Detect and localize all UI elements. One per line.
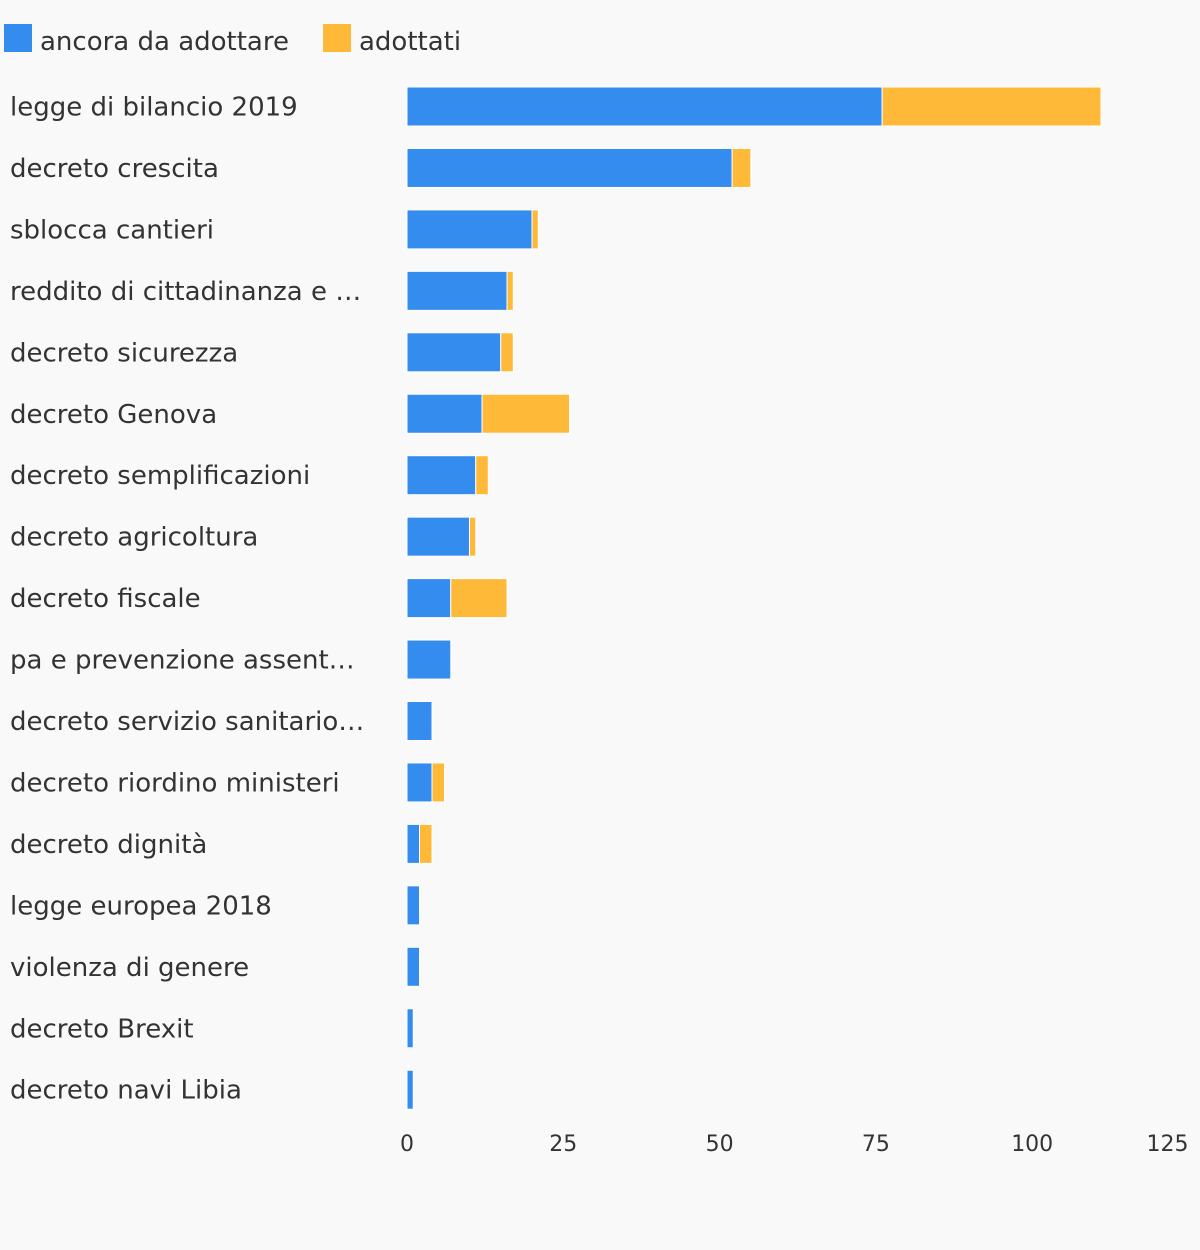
bar-adottati-decreto-riordino-ministeri[interactable] (431, 762, 446, 803)
bar-adottati-decreto-crescita[interactable] (731, 147, 752, 188)
bar-adottati-decreto-fiscale[interactable] (450, 578, 508, 619)
bar-adottati-legge-di-bilancio-2019[interactable] (881, 86, 1102, 127)
legend-swatch-ancora-da-adottare[interactable] (4, 24, 32, 52)
bar-ancora-da-adottare-decreto-agricoltura[interactable] (406, 516, 471, 557)
x-tick-label-25: 25 (549, 1132, 577, 1157)
bar-ancora-da-adottare-sblocca-cantieri[interactable] (406, 209, 533, 250)
category-label-decreto-servizio-sanitario: decreto servizio sanitario… (10, 707, 364, 737)
y-axis-category-labels: legge di bilancio 2019 decreto crescita sb… (10, 93, 364, 1106)
category-label-legge-europea-2018: legge europea 2018 (10, 891, 272, 921)
bar-adottati-sblocca-cantieri[interactable] (531, 209, 539, 250)
x-tick-label-50: 50 (706, 1132, 734, 1157)
category-label-decreto-navi-libia: decreto navi Libia (10, 1076, 242, 1106)
category-label-decreto-brexit: decreto Brexit (10, 1014, 194, 1044)
legend: ancora da adottare adottati (4, 24, 461, 57)
bar-ancora-da-adottare-pa-e-prevenzione-assent[interactable] (406, 639, 452, 680)
category-label-sblocca-cantieri: sblocca cantieri (10, 215, 214, 245)
bar-adottati-decreto-agricoltura[interactable] (469, 516, 477, 557)
bar-adottati-decreto-semplificazioni[interactable] (475, 455, 489, 496)
category-label-decreto-agricoltura: decreto agricoltura (10, 523, 258, 553)
bar-ancora-da-adottare-decreto-semplificazioni[interactable] (406, 455, 477, 496)
category-label-decreto-genova: decreto Genova (10, 400, 217, 430)
category-label-decreto-fiscale: decreto fiscale (10, 584, 201, 614)
bar-ancora-da-adottare-decreto-crescita[interactable] (406, 147, 733, 188)
x-tick-label-125: 125 (1147, 1132, 1189, 1157)
bars (406, 86, 1102, 1110)
bar-ancora-da-adottare-decreto-brexit[interactable] (406, 1008, 414, 1049)
category-label-decreto-semplificazioni: decreto semplificazioni (10, 461, 310, 491)
bar-ancora-da-adottare-decreto-riordino-ministeri[interactable] (406, 762, 433, 803)
bar-ancora-da-adottare-legge-di-bilancio-2019[interactable] (406, 86, 883, 127)
category-label-reddito-di-cittadinanza-e: reddito di cittadinanza e … (10, 277, 361, 307)
category-label-decreto-sicurezza: decreto sicurezza (10, 338, 238, 368)
category-label-legge-di-bilancio-2019: legge di bilancio 2019 (10, 93, 298, 123)
x-tick-label-0: 0 (400, 1132, 414, 1157)
category-label-decreto-crescita: decreto crescita (10, 154, 219, 184)
bar-ancora-da-adottare-decreto-navi-libia[interactable] (406, 1069, 414, 1110)
x-tick-label-75: 75 (862, 1132, 890, 1157)
category-label-decreto-riordino-ministeri: decreto riordino ministeri (10, 768, 340, 798)
category-label-violenza-di-genere: violenza di genere (10, 953, 249, 983)
category-label-pa-e-prevenzione-assent: pa e prevenzione assent… (10, 646, 355, 676)
legend-swatch-adottati[interactable] (323, 24, 351, 52)
bar-adottati-reddito-di-cittadinanza-e[interactable] (506, 270, 514, 311)
bar-ancora-da-adottare-decreto-fiscale[interactable] (406, 578, 452, 619)
bar-ancora-da-adottare-decreto-dignit[interactable] (406, 823, 421, 864)
bar-adottati-decreto-sicurezza[interactable] (500, 332, 514, 373)
bar-adottati-decreto-genova[interactable] (481, 393, 571, 434)
bar-adottati-decreto-dignit[interactable] (419, 823, 433, 864)
bar-ancora-da-adottare-decreto-genova[interactable] (406, 393, 483, 434)
legend-label-adottati[interactable]: adottati (359, 27, 461, 57)
x-tick-label-100: 100 (1011, 1132, 1053, 1157)
category-label-decreto-dignit: decreto dignità (10, 830, 207, 860)
bar-ancora-da-adottare-violenza-di-genere[interactable] (406, 946, 421, 987)
bar-ancora-da-adottare-decreto-servizio-sanitario[interactable] (406, 701, 433, 741)
bar-ancora-da-adottare-legge-europea-2018[interactable] (406, 885, 421, 926)
bar-ancora-da-adottare-decreto-sicurezza[interactable] (406, 332, 502, 373)
bar-ancora-da-adottare-reddito-di-cittadinanza-e[interactable] (406, 270, 508, 311)
legend-label-ancora-da-adottare[interactable]: ancora da adottare (40, 27, 289, 57)
x-axis: 0 25 50 75 100 125 (400, 1132, 1189, 1157)
